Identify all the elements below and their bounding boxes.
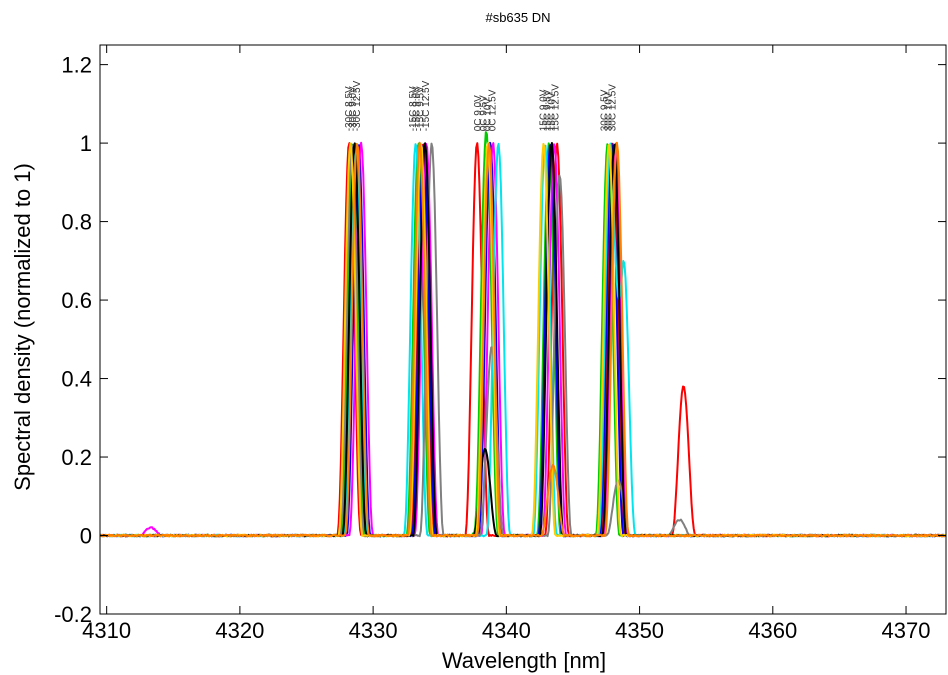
x-tick-label: 4320 [215, 618, 264, 643]
peak-annotation-label: 30C 10V [604, 92, 615, 131]
peak-annotation-label: -30C 12.5V [352, 80, 363, 131]
series-layer [100, 131, 946, 538]
plot-frame [99, 44, 947, 615]
x-tick-label: 4370 [882, 618, 931, 643]
peak-annotation-label: 15C 9.5V [542, 89, 553, 131]
series-line-5 [100, 142, 946, 538]
series-line-4 [100, 141, 946, 538]
peak-annotation-label: 0C 9.0V [473, 95, 484, 131]
axis-ticks: 4310 4320 4330 4340 4350 4360 4370 -0.2 0 0.2 0.4 0… [54, 45, 946, 643]
series-line-8 [100, 142, 946, 538]
peak-annotation-label: -15C 12.5V [421, 80, 432, 131]
peak-annotation-label: -15C 9.5V [416, 86, 427, 131]
peak-annotation-label: 0C 12.5V [488, 89, 499, 131]
x-tick-label: 4330 [349, 618, 398, 643]
x-axis-label: Wavelength [nm] [442, 648, 606, 673]
y-axis-label: Spectral density (normalized to 1) [10, 163, 35, 491]
x-tick-label: 4360 [748, 618, 797, 643]
x-tick-label: 4310 [82, 618, 131, 643]
peak-annotation-label: -15C 9.0V [412, 86, 423, 131]
x-tick-label: 4350 [615, 618, 664, 643]
y-tick-label: 0.4 [61, 367, 92, 392]
y-tick-label: 0.6 [61, 288, 92, 313]
y-tick-label: 1.2 [61, 53, 92, 78]
peak-annotation-label: -15C 8.5V [408, 86, 419, 131]
peak-annotation-label: 15C 12.5V [550, 84, 561, 132]
series-line-2 [100, 131, 946, 538]
peak-annotation-label: -30C 9.0V [348, 86, 359, 131]
series-line-3 [100, 141, 946, 538]
x-tick-label: 4340 [482, 618, 531, 643]
peak-annotation-label: 0C 10V [482, 98, 493, 132]
series-line-9 [100, 141, 946, 538]
series-line-7 [100, 142, 946, 538]
series-line-1 [100, 142, 946, 538]
y-tick-label: 0.8 [61, 210, 92, 235]
peak-annotation-label: -30C 8.5V [344, 86, 355, 131]
peak-annotation-label: 30C 9.5V [600, 89, 611, 131]
y-tick-label: 1 [80, 131, 92, 156]
y-tick-label: 0 [80, 524, 92, 549]
chart-title: #sb635 DN [485, 10, 550, 25]
y-tick-label: 0.2 [61, 445, 92, 470]
peak-annotation-label: 0C 9.5V [478, 95, 489, 131]
peak-annotations: -30C 8.5V-30C 9.0V-30C 12.5V -15C 8.5V-15… [344, 80, 619, 131]
peak-annotation-label: 15C 10V [546, 92, 557, 131]
peak-annotation-label: 15C 9.0V [538, 89, 549, 131]
y-tick-label: -0.2 [54, 602, 92, 627]
series-line-6 [100, 142, 946, 538]
peak-annotation-label: 30C 12.5V [608, 84, 619, 132]
